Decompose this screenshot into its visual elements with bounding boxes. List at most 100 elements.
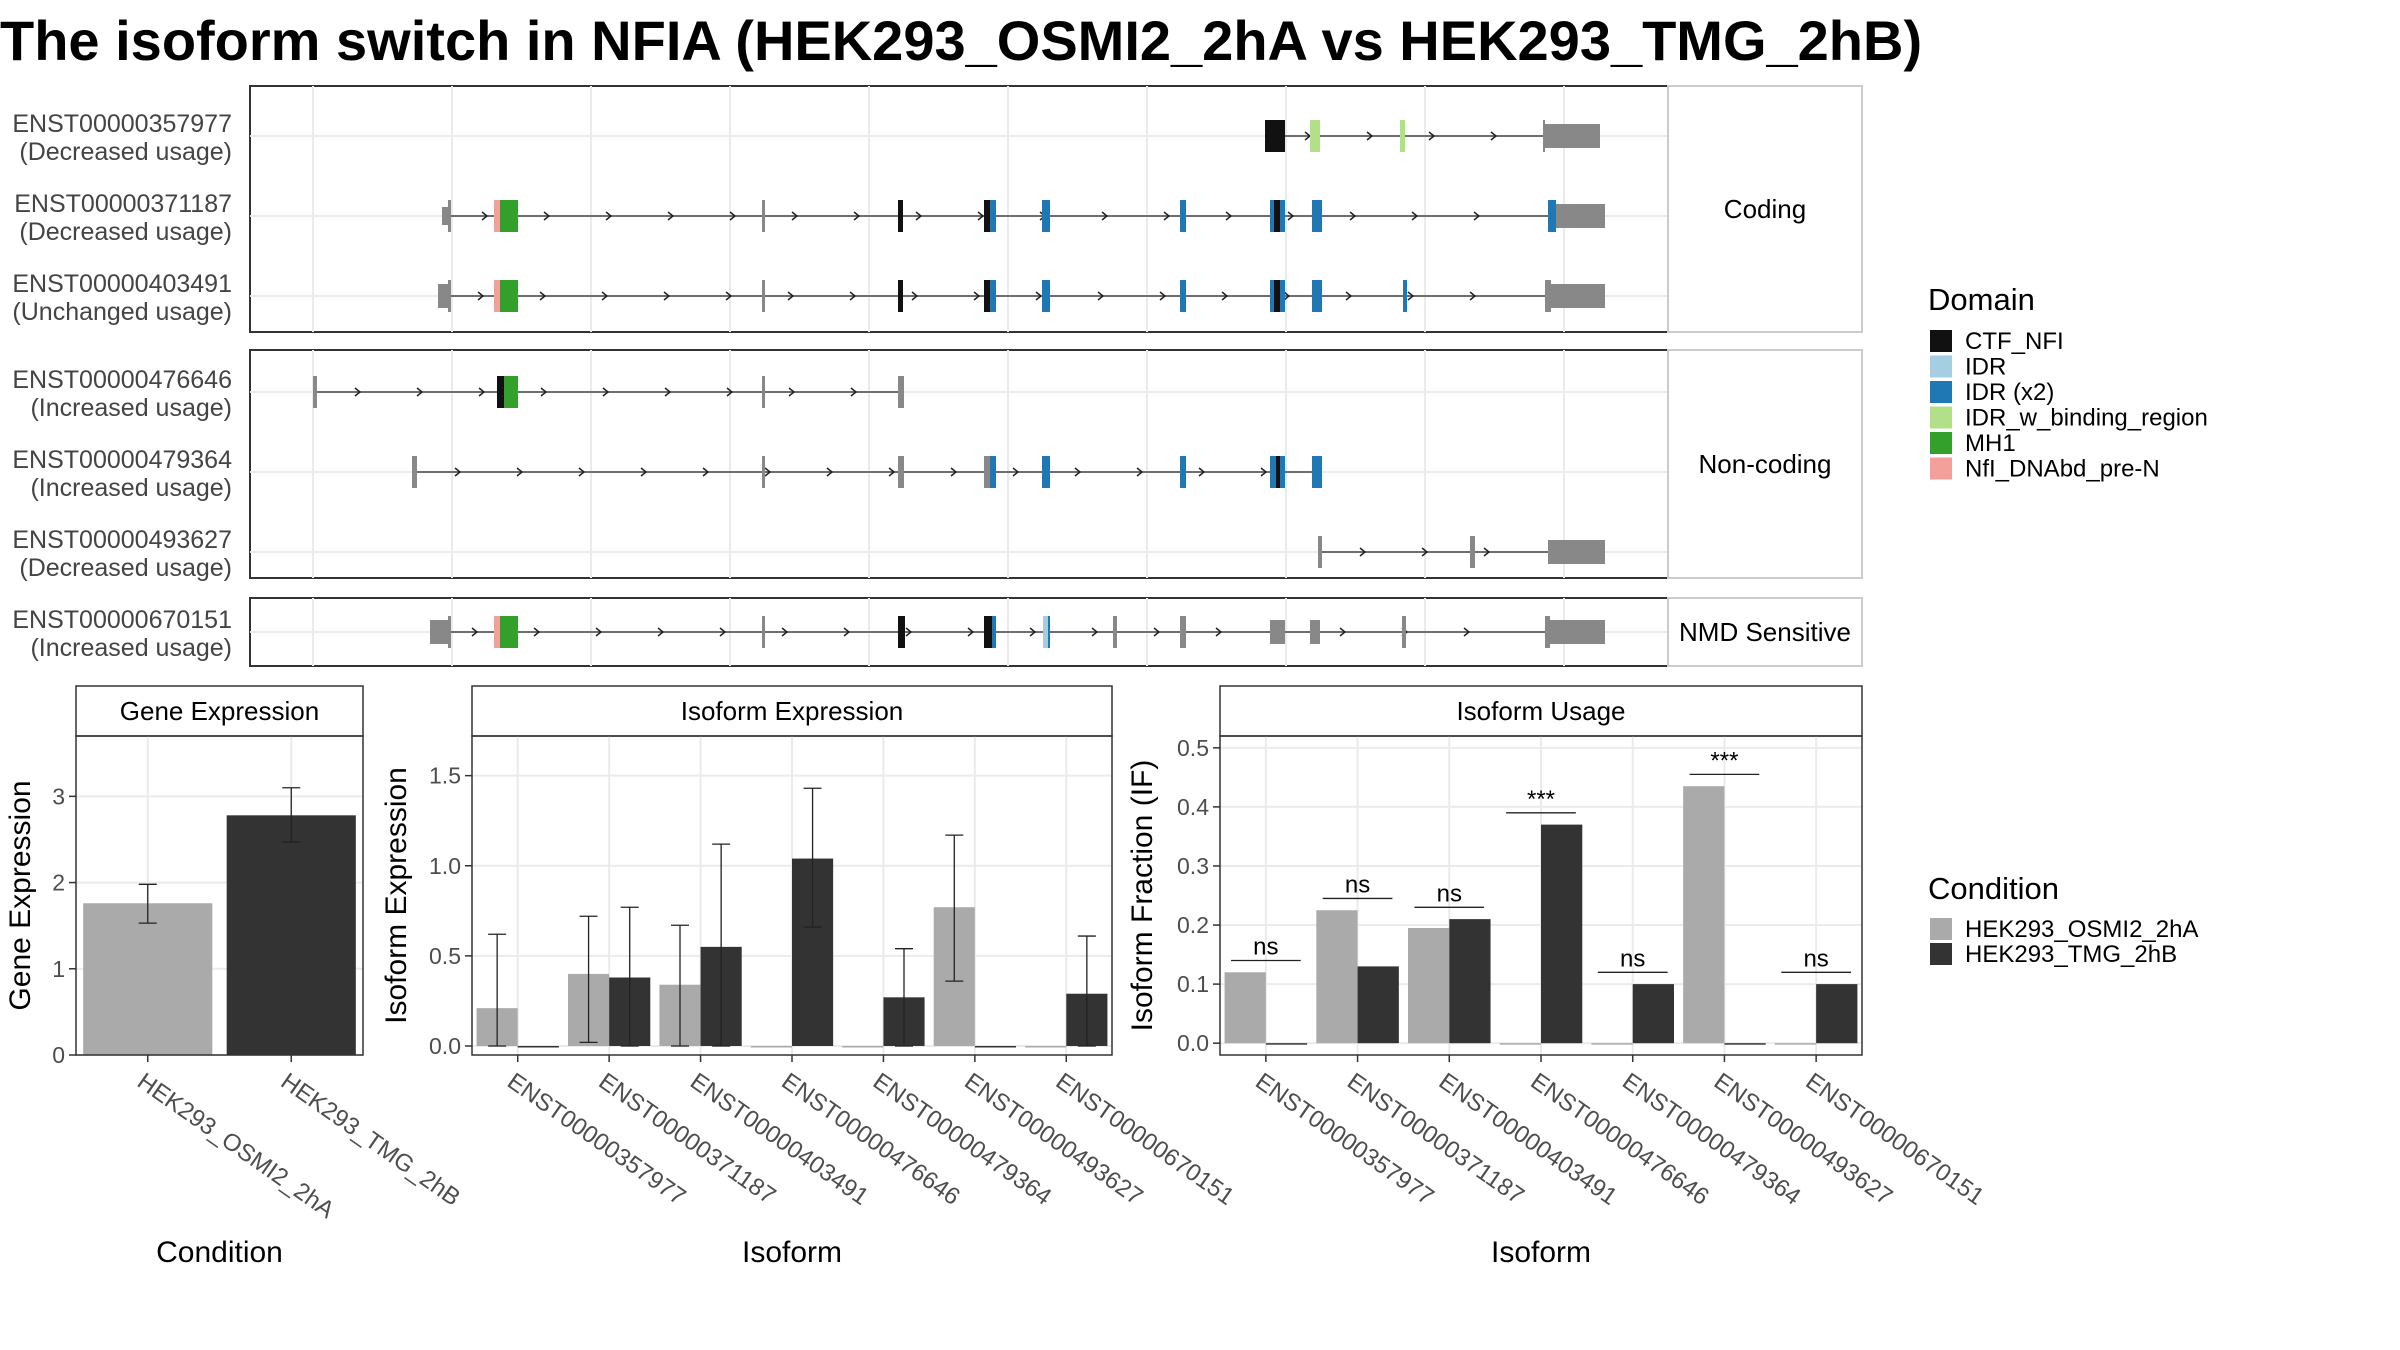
transcript-ENST00000479364: [412, 456, 1322, 488]
domain-exon: [1280, 456, 1285, 488]
transcript-ENST00000493627: [1318, 536, 1605, 568]
bar: [1591, 1043, 1633, 1045]
domain-legend-label: MH1: [1965, 430, 2016, 457]
significance-label: ns: [1345, 871, 1370, 898]
strand-arrow: [967, 627, 975, 637]
bar: [1499, 1043, 1541, 1045]
isoform-usage: (Increased usage): [30, 634, 232, 662]
strand-arrow: [1463, 627, 1471, 637]
exon: [1556, 204, 1605, 228]
domain-exon: [898, 280, 903, 312]
exon: [448, 200, 451, 232]
x-axis-title: Isoform: [1491, 1236, 1591, 1269]
domain-legend-swatch: [1930, 330, 1952, 352]
bar: [226, 815, 356, 1055]
exon: [1470, 536, 1475, 568]
exon: [1545, 124, 1600, 148]
strand-arrow: [1349, 211, 1357, 221]
isoform-label: ENST00000403491 (Unchanged usage): [12, 270, 232, 326]
panel-strip-label: Isoform Expression: [681, 696, 904, 726]
domain-exon: [1270, 200, 1274, 232]
strand-arrow: [1260, 467, 1268, 477]
strand-arrow: [543, 211, 551, 221]
domain-exon: [1048, 616, 1050, 648]
strand-arrow: [1101, 211, 1109, 221]
x-axis-title: Condition: [156, 1236, 283, 1269]
bar: [842, 1045, 884, 1048]
isoform-label: ENST00000493627 (Decreased usage): [12, 526, 232, 582]
strip-label: NMD Sensitive: [1679, 617, 1851, 647]
transcript-ENST00000371187: [442, 200, 1605, 232]
strand-arrow: [667, 211, 675, 221]
isoform-label: ENST00000670151 (Increased usage): [12, 606, 232, 662]
y-tick-label: 0.5: [429, 943, 461, 969]
exon: [1310, 620, 1320, 644]
domain-exon: [990, 200, 996, 232]
condition-legend-title: Condition: [1928, 871, 2059, 906]
bar: [1025, 1045, 1067, 1048]
isoform-id: ENST00000403491: [12, 270, 232, 298]
condition-legend-swatch: [1930, 943, 1952, 965]
strand-arrow: [1091, 627, 1099, 637]
strand-arrow: [1153, 627, 1161, 637]
bar: [1632, 984, 1674, 1044]
strand-arrow: [726, 387, 734, 397]
strand-arrow: [764, 467, 772, 477]
strip-box: [1667, 597, 1863, 667]
significance-label: ns: [1253, 933, 1278, 960]
domain-legend-swatch: [1930, 355, 1952, 378]
condition-legend-label: HEK293_TMG_2hB: [1965, 941, 2177, 968]
domain-exon: [984, 200, 990, 232]
exon: [1545, 616, 1550, 648]
bar: [1408, 927, 1450, 1044]
isoform-usage: (Decreased usage): [19, 138, 232, 166]
isoform-usage: (Increased usage): [30, 474, 232, 502]
domain-legend-swatch: [1930, 457, 1952, 480]
domain-legend-swatch: [1930, 406, 1952, 429]
strand-arrow: [1428, 131, 1436, 141]
exon: [1551, 284, 1605, 308]
isoform-label: ENST00000371187 (Decreased usage): [14, 190, 232, 246]
isoform-label: ENST00000479364 (Increased usage): [12, 446, 232, 502]
domain-exon: [500, 200, 518, 232]
domain-exon: [1043, 616, 1048, 648]
significance-label: ***: [1527, 786, 1555, 813]
exon: [762, 376, 765, 408]
exon: [412, 456, 417, 488]
strand-arrow: [911, 291, 919, 301]
domain-legend-label: IDR: [1965, 354, 2006, 381]
strip-label: Non-coding: [1699, 449, 1832, 479]
bar: [1357, 966, 1399, 1044]
strand-arrow: [950, 467, 958, 477]
bar: [517, 1045, 559, 1048]
structure-panel-non-coding: Non-coding ENST00000476646 (Increased usag…: [12, 349, 1863, 582]
strand-arrow: [1012, 467, 1020, 477]
domain-exon: [494, 616, 500, 648]
bar-panel-gene-expression: Gene Expression0123HEK293_OSMI2_2hAHEK29…: [4, 685, 465, 1269]
condition-legend-swatch: [1930, 918, 1952, 940]
strand-arrow: [640, 467, 648, 477]
panel-strip-label: Isoform Usage: [1456, 696, 1625, 726]
domain-exon: [984, 280, 990, 312]
isoform-id: ENST00000476646: [12, 366, 232, 394]
exon: [1180, 616, 1186, 648]
y-tick-label: 1.0: [429, 853, 461, 879]
panel-frame: [249, 349, 1669, 579]
strand-arrow: [602, 387, 610, 397]
strand-arrow: [663, 291, 671, 301]
domain-exon: [1270, 280, 1274, 312]
strand-arrow: [539, 291, 547, 301]
strand-arrow: [788, 387, 796, 397]
strand-arrow: [478, 387, 486, 397]
domain-exon: [1180, 456, 1186, 488]
condition-legend-label: HEK293_OSMI2_2hA: [1965, 916, 2198, 943]
y-tick-label: 1: [52, 956, 65, 982]
strip-box: [1667, 349, 1863, 579]
strip-label: Coding: [1724, 194, 1806, 224]
strand-arrow: [1136, 467, 1144, 477]
strand-arrow: [702, 467, 710, 477]
strand-arrow: [1221, 291, 1229, 301]
domain-legend-swatch: [1930, 381, 1952, 403]
